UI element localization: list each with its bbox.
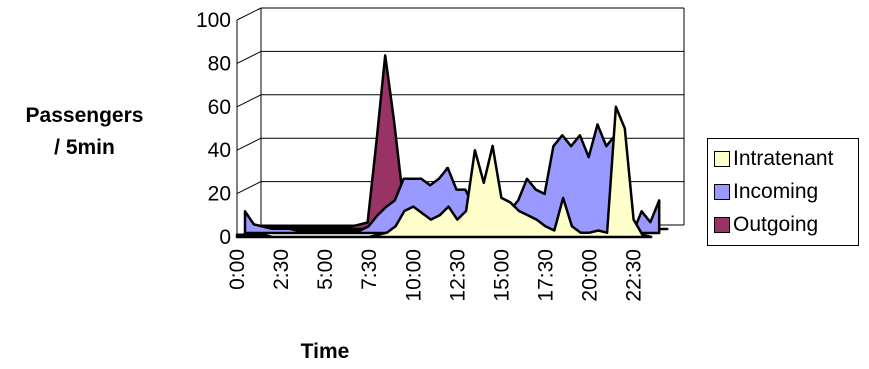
y-tick-label: 80 <box>208 52 231 75</box>
y-tick-label: 20 <box>208 183 231 206</box>
chart-grid <box>236 7 685 238</box>
x-tick-label: 7:30 <box>358 249 381 290</box>
y-tick-label: 0 <box>219 226 231 249</box>
x-tick-label: 2:30 <box>270 249 293 290</box>
x-tick-label: 0:00 <box>226 249 249 290</box>
legend-swatch-outgoing <box>714 216 730 233</box>
y-axis-title-line-2: / 5min <box>54 136 115 159</box>
legend-item-incoming: Incoming <box>714 175 858 208</box>
x-tick-label: 10:00 <box>402 249 425 302</box>
x-tick-label: 20:00 <box>579 249 602 302</box>
chart-legend: Intratenant Incoming Outgoing <box>707 138 859 246</box>
grid-side-line <box>236 137 262 151</box>
legend-label-outgoing: Outgoing <box>733 212 819 236</box>
y-axis-title-line-1: Passengers <box>25 104 144 127</box>
legend-item-outgoing: Outgoing <box>714 208 858 241</box>
x-tick-label: 15:00 <box>490 249 513 302</box>
legend-swatch-intratenant <box>714 150 730 167</box>
y-tick-label: 40 <box>208 139 231 162</box>
x-tick-label: 5:00 <box>314 249 337 290</box>
legend-swatch-incoming <box>714 183 730 200</box>
grid-side-line <box>236 7 262 21</box>
legend-label-incoming: Incoming <box>733 179 819 203</box>
grid-side-line <box>236 94 262 108</box>
area-series-incoming <box>243 123 661 235</box>
area-series-intratenant <box>235 105 653 239</box>
y-axis-title: Passengers / 5min <box>2 100 167 164</box>
x-tick-label: 22:30 <box>623 249 646 302</box>
grid-side-line <box>236 50 262 64</box>
grid-side-line <box>236 181 262 195</box>
y-axis-ticks: 0 20 40 60 80 100 <box>196 9 231 249</box>
x-axis-ticks: 0:00 2:30 5:00 7:30 10:00 12:30 15:00 17:30 20:0… <box>226 249 646 302</box>
chart-areas <box>235 54 669 239</box>
legend-label-intratenant: Intratenant <box>733 146 834 170</box>
y-tick-label: 100 <box>196 9 231 32</box>
y-tick-label: 60 <box>208 96 231 119</box>
legend-item-intratenant: Intratenant <box>714 142 858 175</box>
x-tick-label: 12:30 <box>446 249 469 302</box>
x-axis-title: Time <box>300 340 350 363</box>
x-tick-label: 17:30 <box>534 249 557 302</box>
